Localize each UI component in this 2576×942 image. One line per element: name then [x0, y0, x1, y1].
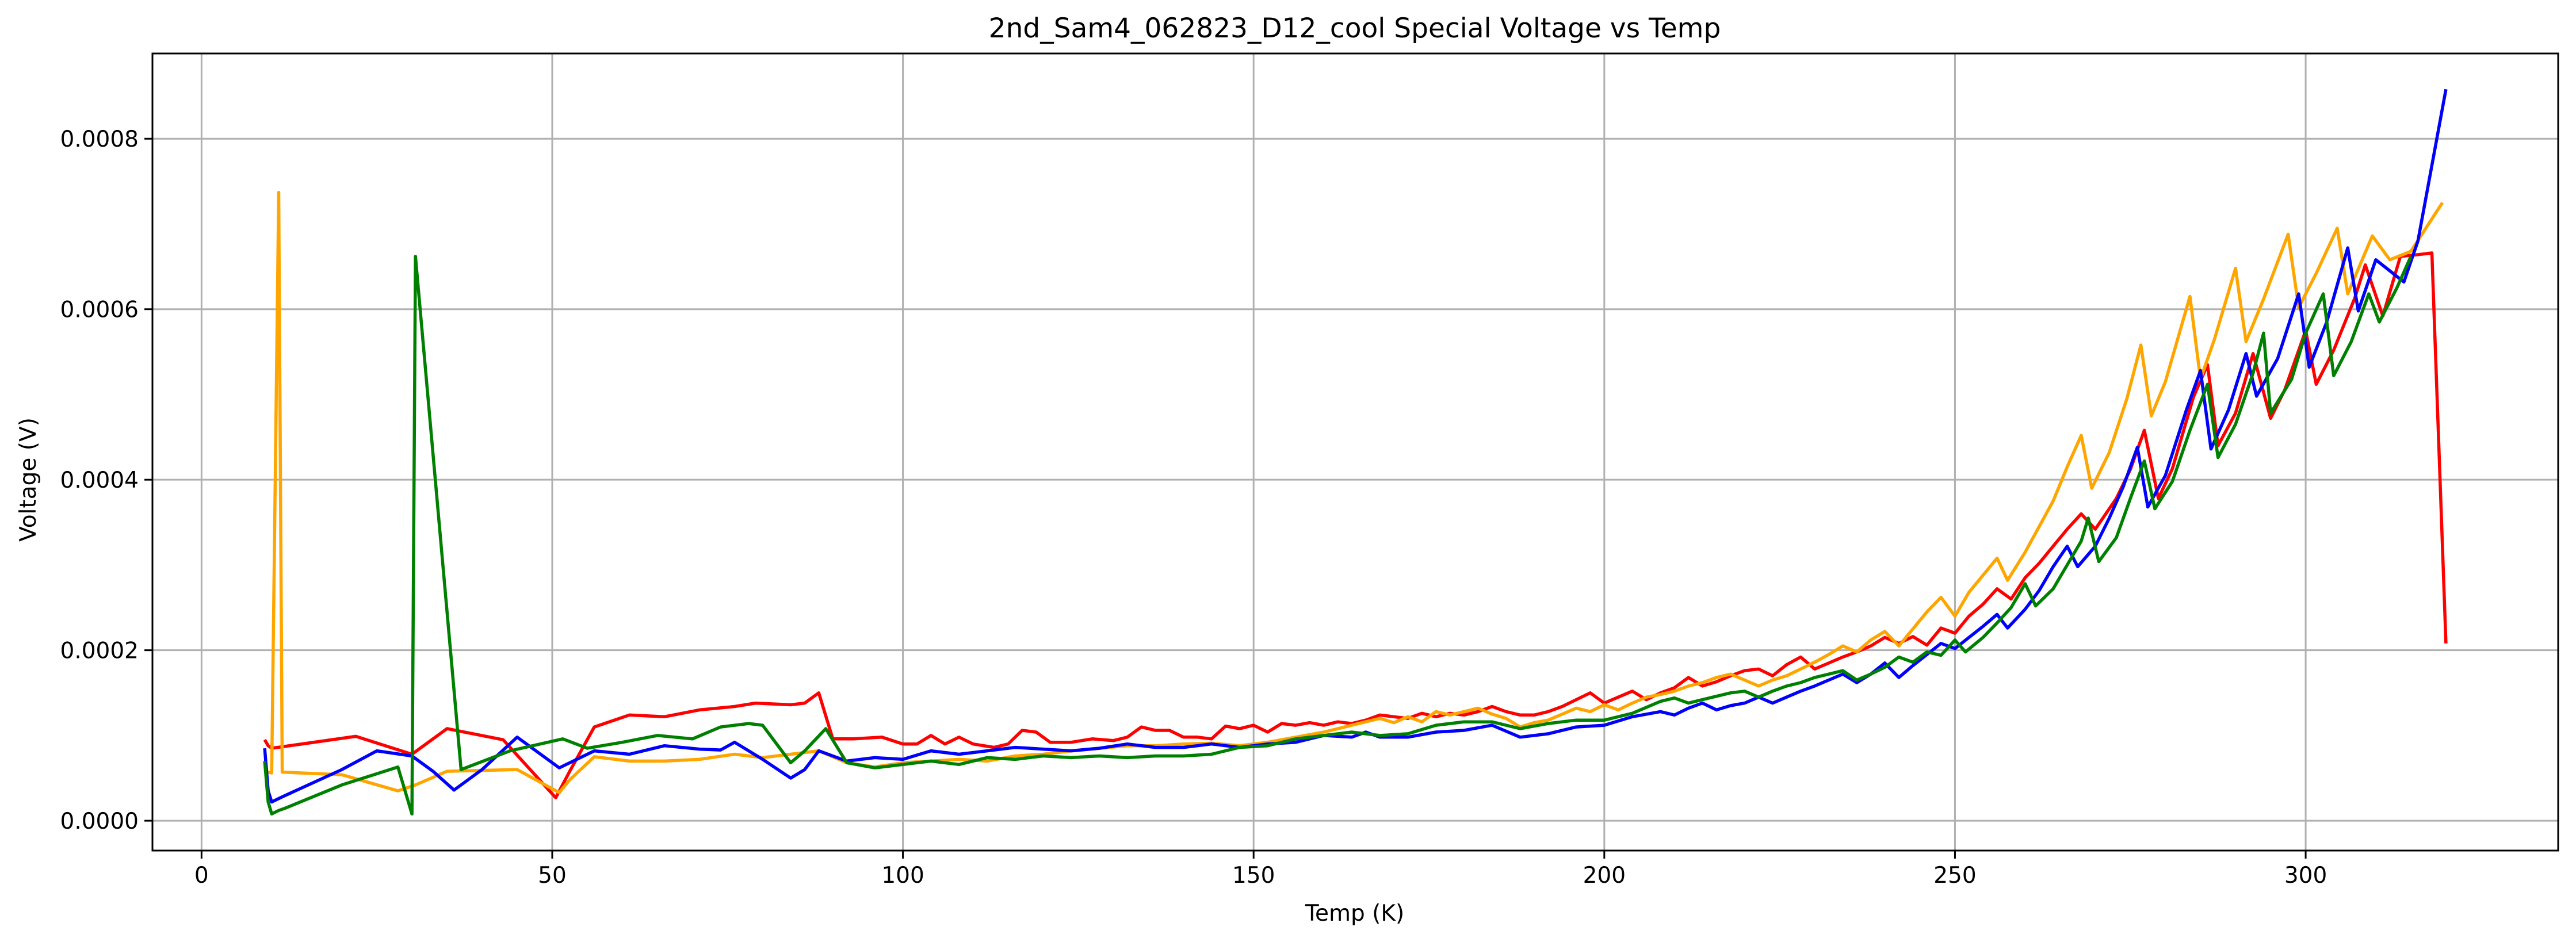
x-tick-label: 300: [2284, 863, 2327, 889]
x-tick-label: 100: [881, 863, 924, 889]
axis-ticks: 0 50 100 150 200 250 300 0.0000 0.0002 0.0004 0.00…: [60, 127, 2327, 889]
x-axis-label: Temp (K): [1305, 901, 1404, 926]
x-tick-label: 0: [194, 863, 209, 889]
x-tick-label: 250: [1933, 863, 1976, 889]
y-tick-label: 0.0006: [60, 297, 139, 323]
plot-area: [263, 89, 2448, 816]
chart-title: 2nd_Sam4_062823_D12_cool Special Voltage…: [989, 13, 1721, 44]
x-tick-label: 200: [1583, 863, 1626, 889]
x-tick-label: 50: [538, 863, 567, 889]
y-axis-label: Voltage (V): [16, 418, 41, 542]
series-line-3: [263, 89, 2448, 804]
axes-frame: [151, 52, 2559, 852]
x-tick-label: 150: [1232, 863, 1275, 889]
series-line-4: [263, 255, 2413, 816]
grid: [152, 53, 2558, 851]
y-tick-label: 0.0004: [60, 468, 139, 493]
y-tick-label: 0.0002: [60, 638, 139, 664]
y-tick-label: 0.0000: [60, 809, 139, 834]
y-tick-label: 0.0008: [60, 127, 139, 152]
